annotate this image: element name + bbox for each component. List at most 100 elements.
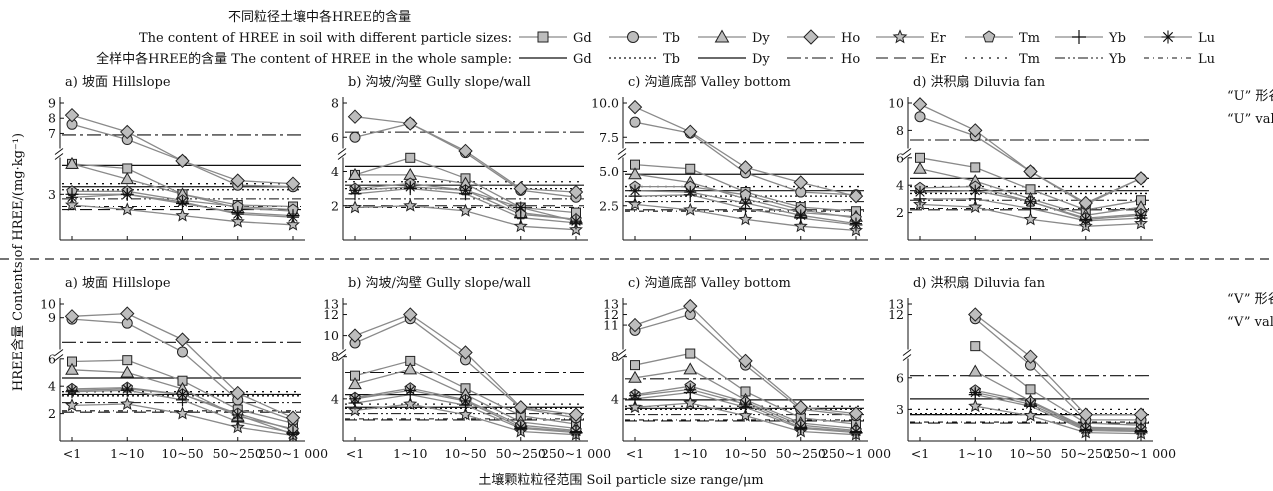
legend-marker-tb: [627, 31, 639, 43]
axis-break-mask: [338, 349, 348, 359]
point-lu: [684, 383, 697, 396]
point-ho: [1133, 407, 1149, 422]
y-tick-label: 2: [48, 406, 56, 421]
point-er: [403, 198, 418, 212]
v-valley-label-en: “V” valley: [1227, 315, 1273, 330]
point-lu: [570, 215, 582, 228]
legend-label-ho: Ho: [841, 31, 860, 46]
legend-title: 不同粒径土壤中各HREE的含量: [228, 9, 411, 25]
axis-break-mask: [903, 349, 913, 359]
point-ho: [1078, 195, 1093, 211]
point-er: [286, 217, 300, 231]
legend-marker-tm: [982, 30, 996, 43]
point-dy: [348, 167, 362, 180]
legend-label-gd: Gd: [573, 31, 592, 46]
panel-title: b) 沟坡/沟壁 Gully slope/wall: [348, 276, 531, 291]
x-tick-label: 1~10: [673, 446, 707, 461]
point-lu: [514, 421, 527, 434]
point-lu: [459, 394, 472, 407]
y-tick-label: 2: [331, 198, 339, 213]
x-tick-label: 50~250: [1061, 446, 1111, 461]
y-tick-label: 4: [331, 391, 339, 406]
y-tick-label: 6: [48, 351, 56, 366]
point-ho: [848, 406, 864, 421]
point-ho: [627, 317, 643, 333]
legend-whole-label-gd: Gd: [573, 52, 592, 67]
legend-items: Gd Gd Tb Tb Dy Dy Ho Ho Er Er Tm Tm Yb Yb Lu Lu: [519, 29, 1215, 67]
x-tick-label: <1: [346, 446, 364, 461]
point-lu: [850, 217, 862, 230]
point-gd: [970, 341, 981, 352]
panel-u-a: a) 坡面 Hillslope 3 789: [48, 75, 305, 241]
y-tick-label: 3: [896, 402, 904, 417]
x-tick-label: <1: [626, 446, 644, 461]
x-tick-label: 1~10: [393, 446, 427, 461]
point-dy: [628, 167, 642, 180]
panel-title: c) 沟道底部 Valley bottom: [628, 74, 791, 90]
point-lu: [794, 209, 807, 222]
y-tick-label: 12: [603, 307, 619, 322]
panel-title: d) 洪积扇 Diluvia fan: [913, 275, 1046, 291]
axis-break-mark: [902, 349, 912, 361]
point-lu: [1024, 195, 1037, 208]
u-valley-label-en: “U” valley: [1227, 112, 1273, 127]
axis-break-mark: [54, 349, 64, 361]
point-dy: [403, 362, 418, 375]
axis-break-mark: [902, 148, 912, 160]
point-tb: [629, 116, 641, 128]
y-tick-label: 4: [48, 379, 56, 394]
panel-v-a: a) 坡面 Hillslope 2 4 6 910 <1 1~10 10~50 50~25025…: [40, 276, 328, 461]
y-tick-label: 9: [48, 310, 56, 325]
y-tick-label: 7.5: [599, 130, 619, 145]
axis-break-mask: [55, 148, 65, 158]
point-er: [683, 202, 698, 216]
point-ho: [403, 307, 418, 322]
y-tick-label: 4: [896, 178, 904, 193]
axis-break-mask: [338, 148, 348, 158]
point-ho: [627, 99, 643, 115]
point-lu: [1079, 423, 1092, 436]
series-line-yb: [975, 393, 1142, 433]
point-lu: [231, 208, 244, 221]
series-line-er: [975, 405, 1142, 435]
point-lu: [629, 184, 641, 197]
point-ho: [175, 153, 190, 169]
x-tick-label: 10~50: [724, 446, 766, 461]
x-tick-label: 250~1 000: [1106, 446, 1176, 461]
point-lu: [629, 389, 641, 402]
point-ho: [738, 160, 753, 175]
panel-u-c: c) 沟道底部 Valley bottom 2.5 5.0 7.5 10.0: [591, 74, 868, 241]
x-tick-label: 50~250: [213, 446, 263, 461]
series-line-gd: [974, 345, 1142, 426]
point-gd: [685, 163, 696, 174]
legend-marker-lu: [1161, 30, 1175, 44]
y-tick-label: 10: [323, 328, 339, 343]
y-tick-label: 5.0: [599, 164, 619, 179]
y-tick-label: 2.5: [599, 198, 619, 213]
point-ho: [230, 385, 245, 401]
point-lu: [1079, 213, 1092, 226]
legend-label-yb: Yb: [1108, 31, 1126, 46]
y-tick-label: 10: [40, 297, 56, 312]
point-er: [175, 208, 190, 222]
point-ho: [968, 123, 983, 138]
point-ho: [848, 188, 864, 204]
x-tick-label: 250~1 000: [541, 446, 611, 461]
point-ho: [347, 328, 363, 343]
x-axis-title: 土壤颗粒粒径范围 Soil particle size range/μm: [478, 472, 763, 488]
legend-marker-dy: [714, 29, 730, 43]
legend-marker-gd: [537, 31, 549, 43]
panel-title: a) 坡面 Hillslope: [65, 276, 171, 291]
point-lu: [1135, 209, 1147, 222]
y-tick-label: 6: [331, 130, 339, 145]
x-tick-label: 10~50: [161, 446, 203, 461]
point-lu: [684, 186, 697, 199]
legend-label-lu: Lu: [1198, 31, 1215, 46]
point-gd: [122, 355, 133, 366]
y-tick-label: 8: [896, 123, 904, 138]
point-ho: [120, 306, 135, 321]
point-ho: [568, 407, 584, 422]
legend-whole-label-lu: Lu: [1198, 52, 1215, 67]
